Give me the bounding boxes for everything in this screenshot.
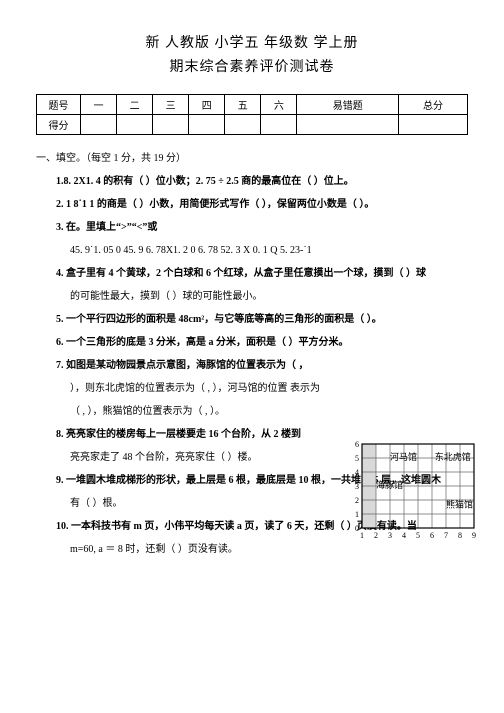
score-col-6: 六 bbox=[261, 95, 297, 115]
svg-text:海豚馆: 海豚馆 bbox=[376, 479, 403, 490]
title-line-1: 新 人教版 小学五 年级数 学上册 bbox=[36, 32, 468, 52]
q7a-text: 7. 如图是某动物园景点示意图，海豚馆的位置表示为（ ， bbox=[56, 360, 309, 371]
svg-text:4: 4 bbox=[402, 531, 406, 540]
svg-text:熊猫馆: 熊猫馆 bbox=[446, 499, 473, 510]
score-blank bbox=[261, 115, 297, 135]
score-blank bbox=[297, 115, 399, 135]
svg-text:东北虎馆: 东北虎馆 bbox=[435, 451, 471, 462]
q5: 5. 一个平行四边形的面积是 48cm²，与它等底等高的三角形的面积是（ ）。 bbox=[56, 310, 468, 329]
svg-text:3: 3 bbox=[388, 531, 392, 540]
svg-text:5: 5 bbox=[355, 454, 359, 463]
score-col-4: 四 bbox=[189, 95, 225, 115]
score-blank bbox=[399, 115, 468, 135]
score-blank bbox=[189, 115, 225, 135]
q4a: 4. 盒子里有 4 个黄球，2 个白球和 6 个红球，从盒子里任意摸出一个球，摸… bbox=[56, 264, 468, 283]
zoo-map-grid: 6543210123456789河马馆东北虎馆海豚馆熊猫馆 bbox=[350, 438, 464, 546]
q2-text: 2. 1 8˙1 1 的商是（ ）小数，用简便形式写作（ ），保留两位小数是（ … bbox=[56, 199, 374, 210]
q7c: （ , ），熊猫馆的位置表示为（ , ）。 bbox=[70, 402, 468, 421]
q3a: 3. 在。里填上“>”“<”或 bbox=[56, 218, 468, 237]
score-blank bbox=[153, 115, 189, 135]
score-blank bbox=[81, 115, 117, 135]
svg-text:4: 4 bbox=[355, 468, 359, 477]
svg-text:6: 6 bbox=[355, 440, 359, 449]
grid-svg: 6543210123456789河马馆东北虎馆海豚馆熊猫馆 bbox=[350, 438, 478, 546]
score-row2-label: 得分 bbox=[37, 115, 81, 135]
svg-text:9: 9 bbox=[472, 531, 476, 540]
score-col-3: 三 bbox=[153, 95, 189, 115]
score-header-label: 题号 bbox=[37, 95, 81, 115]
q3b: 45. 9˙1. 05 0 45. 9 6. 78X1. 2 0 6. 78 5… bbox=[70, 241, 468, 260]
svg-text:6: 6 bbox=[430, 531, 434, 540]
svg-text:1: 1 bbox=[360, 531, 364, 540]
score-blank bbox=[225, 115, 261, 135]
q5-text: 5. 一个平行四边形的面积是 48cm²，与它等底等高的三角形的面积是（ ）。 bbox=[56, 314, 382, 325]
svg-text:1: 1 bbox=[355, 510, 359, 519]
svg-text:3: 3 bbox=[355, 482, 359, 491]
svg-text:2: 2 bbox=[374, 531, 378, 540]
score-col-2: 二 bbox=[117, 95, 153, 115]
q4b: 的可能性最大，摸到（ ）球的可能性最小。 bbox=[70, 287, 468, 306]
score-col-7: 易错题 bbox=[297, 95, 399, 115]
svg-text:河马馆: 河马馆 bbox=[390, 451, 417, 462]
score-blank bbox=[117, 115, 153, 135]
score-col-5: 五 bbox=[225, 95, 261, 115]
q8a-text: 8. 亮亮家住的楼房每上一层楼要走 16 个台阶，从 2 楼到 bbox=[56, 429, 301, 440]
q1-text: 1.8. 2X1. 4 的积有（ ）位小数；2. 75 ÷ 2.5 商的最高位在… bbox=[56, 176, 354, 187]
svg-text:5: 5 bbox=[416, 531, 420, 540]
q1: 1.8. 2X1. 4 的积有（ ）位小数；2. 75 ÷ 2.5 商的最高位在… bbox=[56, 172, 468, 191]
section-1-title: 一、填空。（每空 1 分，共 19 分） bbox=[36, 149, 468, 164]
q7a: 7. 如图是某动物园景点示意图，海豚馆的位置表示为（ ， bbox=[56, 356, 468, 375]
score-table: 题号 一 二 三 四 五 六 易错题 总分 得分 bbox=[36, 94, 468, 135]
svg-text:2: 2 bbox=[355, 496, 359, 505]
title-line-2: 期末综合素养评价测试卷 bbox=[36, 56, 468, 76]
q3a-text: 3. 在。里填上“>”“<”或 bbox=[56, 222, 157, 233]
score-col-8: 总分 bbox=[399, 95, 468, 115]
svg-text:8: 8 bbox=[458, 531, 462, 540]
q4a-text: 4. 盒子里有 4 个黄球，2 个白球和 6 个红球，从盒子里任意摸出一个球，摸… bbox=[56, 268, 426, 279]
score-col-1: 一 bbox=[81, 95, 117, 115]
svg-text:7: 7 bbox=[444, 531, 448, 540]
q6: 6. 一个三角形的底是 3 分米，高是 a 分米，面积是（ ）平方分米。 bbox=[56, 333, 468, 352]
svg-text:0: 0 bbox=[355, 524, 359, 533]
q6-text: 6. 一个三角形的底是 3 分米，高是 a 分米，面积是（ ）平方分米。 bbox=[56, 337, 349, 348]
q7b: ），则东北虎馆的位置表示为（ , ），河马馆的位置 表示为 bbox=[70, 379, 468, 398]
q2: 2. 1 8˙1 1 的商是（ ）小数，用简便形式写作（ ），保留两位小数是（ … bbox=[56, 195, 468, 214]
